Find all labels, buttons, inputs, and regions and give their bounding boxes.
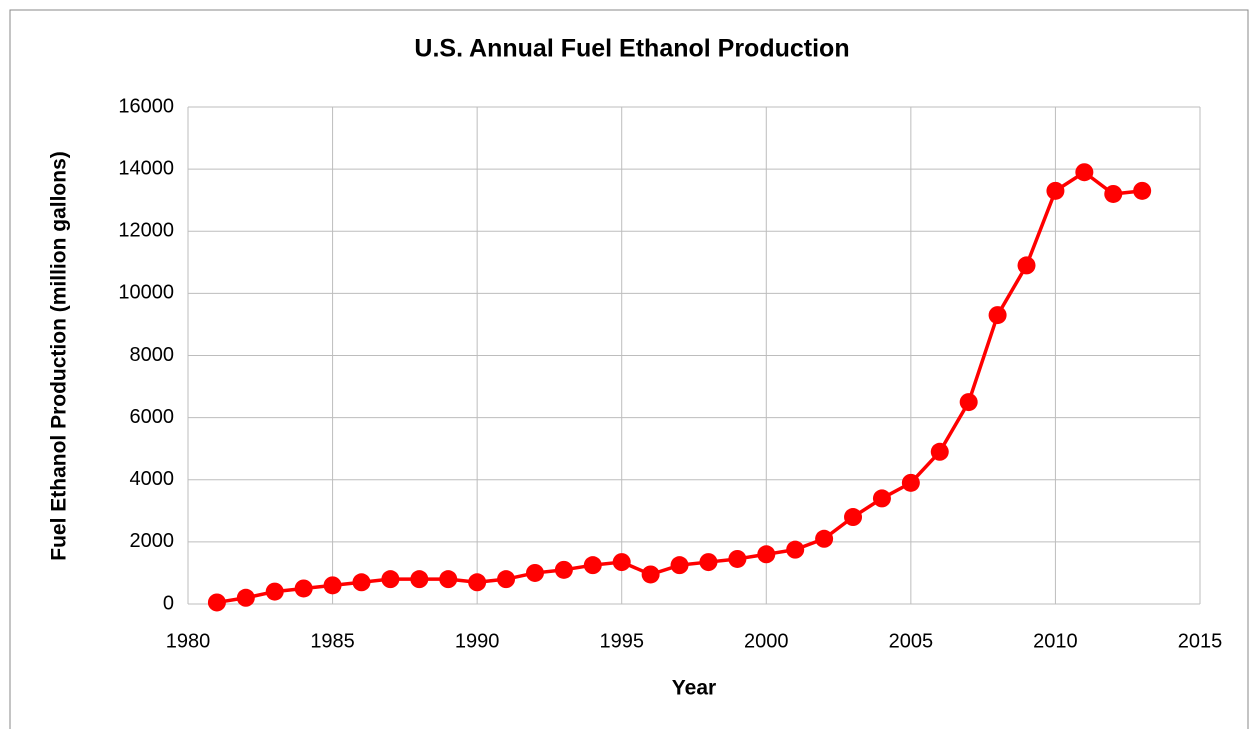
data-point xyxy=(815,529,834,548)
data-point xyxy=(525,563,544,582)
y-tick-label: 16000 xyxy=(118,95,174,117)
y-axis-title: Fuel Ethanol Production (million gallons… xyxy=(48,151,71,561)
data-point xyxy=(872,489,891,508)
data-point xyxy=(1104,184,1123,203)
data-point xyxy=(468,573,487,592)
y-tick-label: 4000 xyxy=(130,468,175,490)
x-tick-label: 2000 xyxy=(744,630,789,652)
data-point xyxy=(207,593,226,612)
data-point xyxy=(699,553,718,572)
data-point xyxy=(641,565,660,584)
x-tick-label: 2015 xyxy=(1178,630,1223,652)
x-tick-label: 1990 xyxy=(455,630,500,652)
data-point xyxy=(612,553,631,572)
chart-frame xyxy=(9,9,1249,729)
data-point xyxy=(323,576,342,595)
y-tick-label: 0 xyxy=(163,592,174,614)
data-point xyxy=(410,570,429,589)
data-point xyxy=(236,588,255,607)
x-tick-label: 2005 xyxy=(889,630,934,652)
y-tick-label: 8000 xyxy=(130,344,175,366)
data-point xyxy=(988,306,1007,325)
data-point xyxy=(930,442,949,461)
data-point xyxy=(381,570,400,589)
y-tick-label: 12000 xyxy=(118,220,174,242)
data-point xyxy=(1046,181,1065,200)
x-tick-label: 1985 xyxy=(310,630,355,652)
y-tick-label: 10000 xyxy=(118,282,174,304)
data-point xyxy=(959,393,978,412)
data-point xyxy=(1017,256,1036,275)
x-tick-label: 2010 xyxy=(1033,630,1078,652)
data-point xyxy=(554,560,573,579)
data-point xyxy=(901,473,920,492)
data-point xyxy=(352,573,371,592)
y-tick-label: 2000 xyxy=(130,530,175,552)
data-point xyxy=(757,545,776,564)
data-point xyxy=(583,556,602,575)
data-point xyxy=(1075,163,1094,182)
data-point xyxy=(786,540,805,559)
y-tick-label: 6000 xyxy=(130,406,175,428)
data-point xyxy=(497,570,516,589)
x-tick-label: 1980 xyxy=(166,630,211,652)
data-point xyxy=(439,570,458,589)
data-point xyxy=(670,556,689,575)
data-point xyxy=(844,508,863,527)
data-point xyxy=(728,549,747,568)
x-tick-label: 1995 xyxy=(599,630,644,652)
data-point xyxy=(294,579,313,598)
chart-title: U.S. Annual Fuel Ethanol Production xyxy=(414,35,849,63)
y-tick-label: 14000 xyxy=(118,157,174,179)
data-point xyxy=(265,582,284,601)
data-point xyxy=(1133,181,1152,200)
x-axis-title: Year xyxy=(672,677,716,700)
